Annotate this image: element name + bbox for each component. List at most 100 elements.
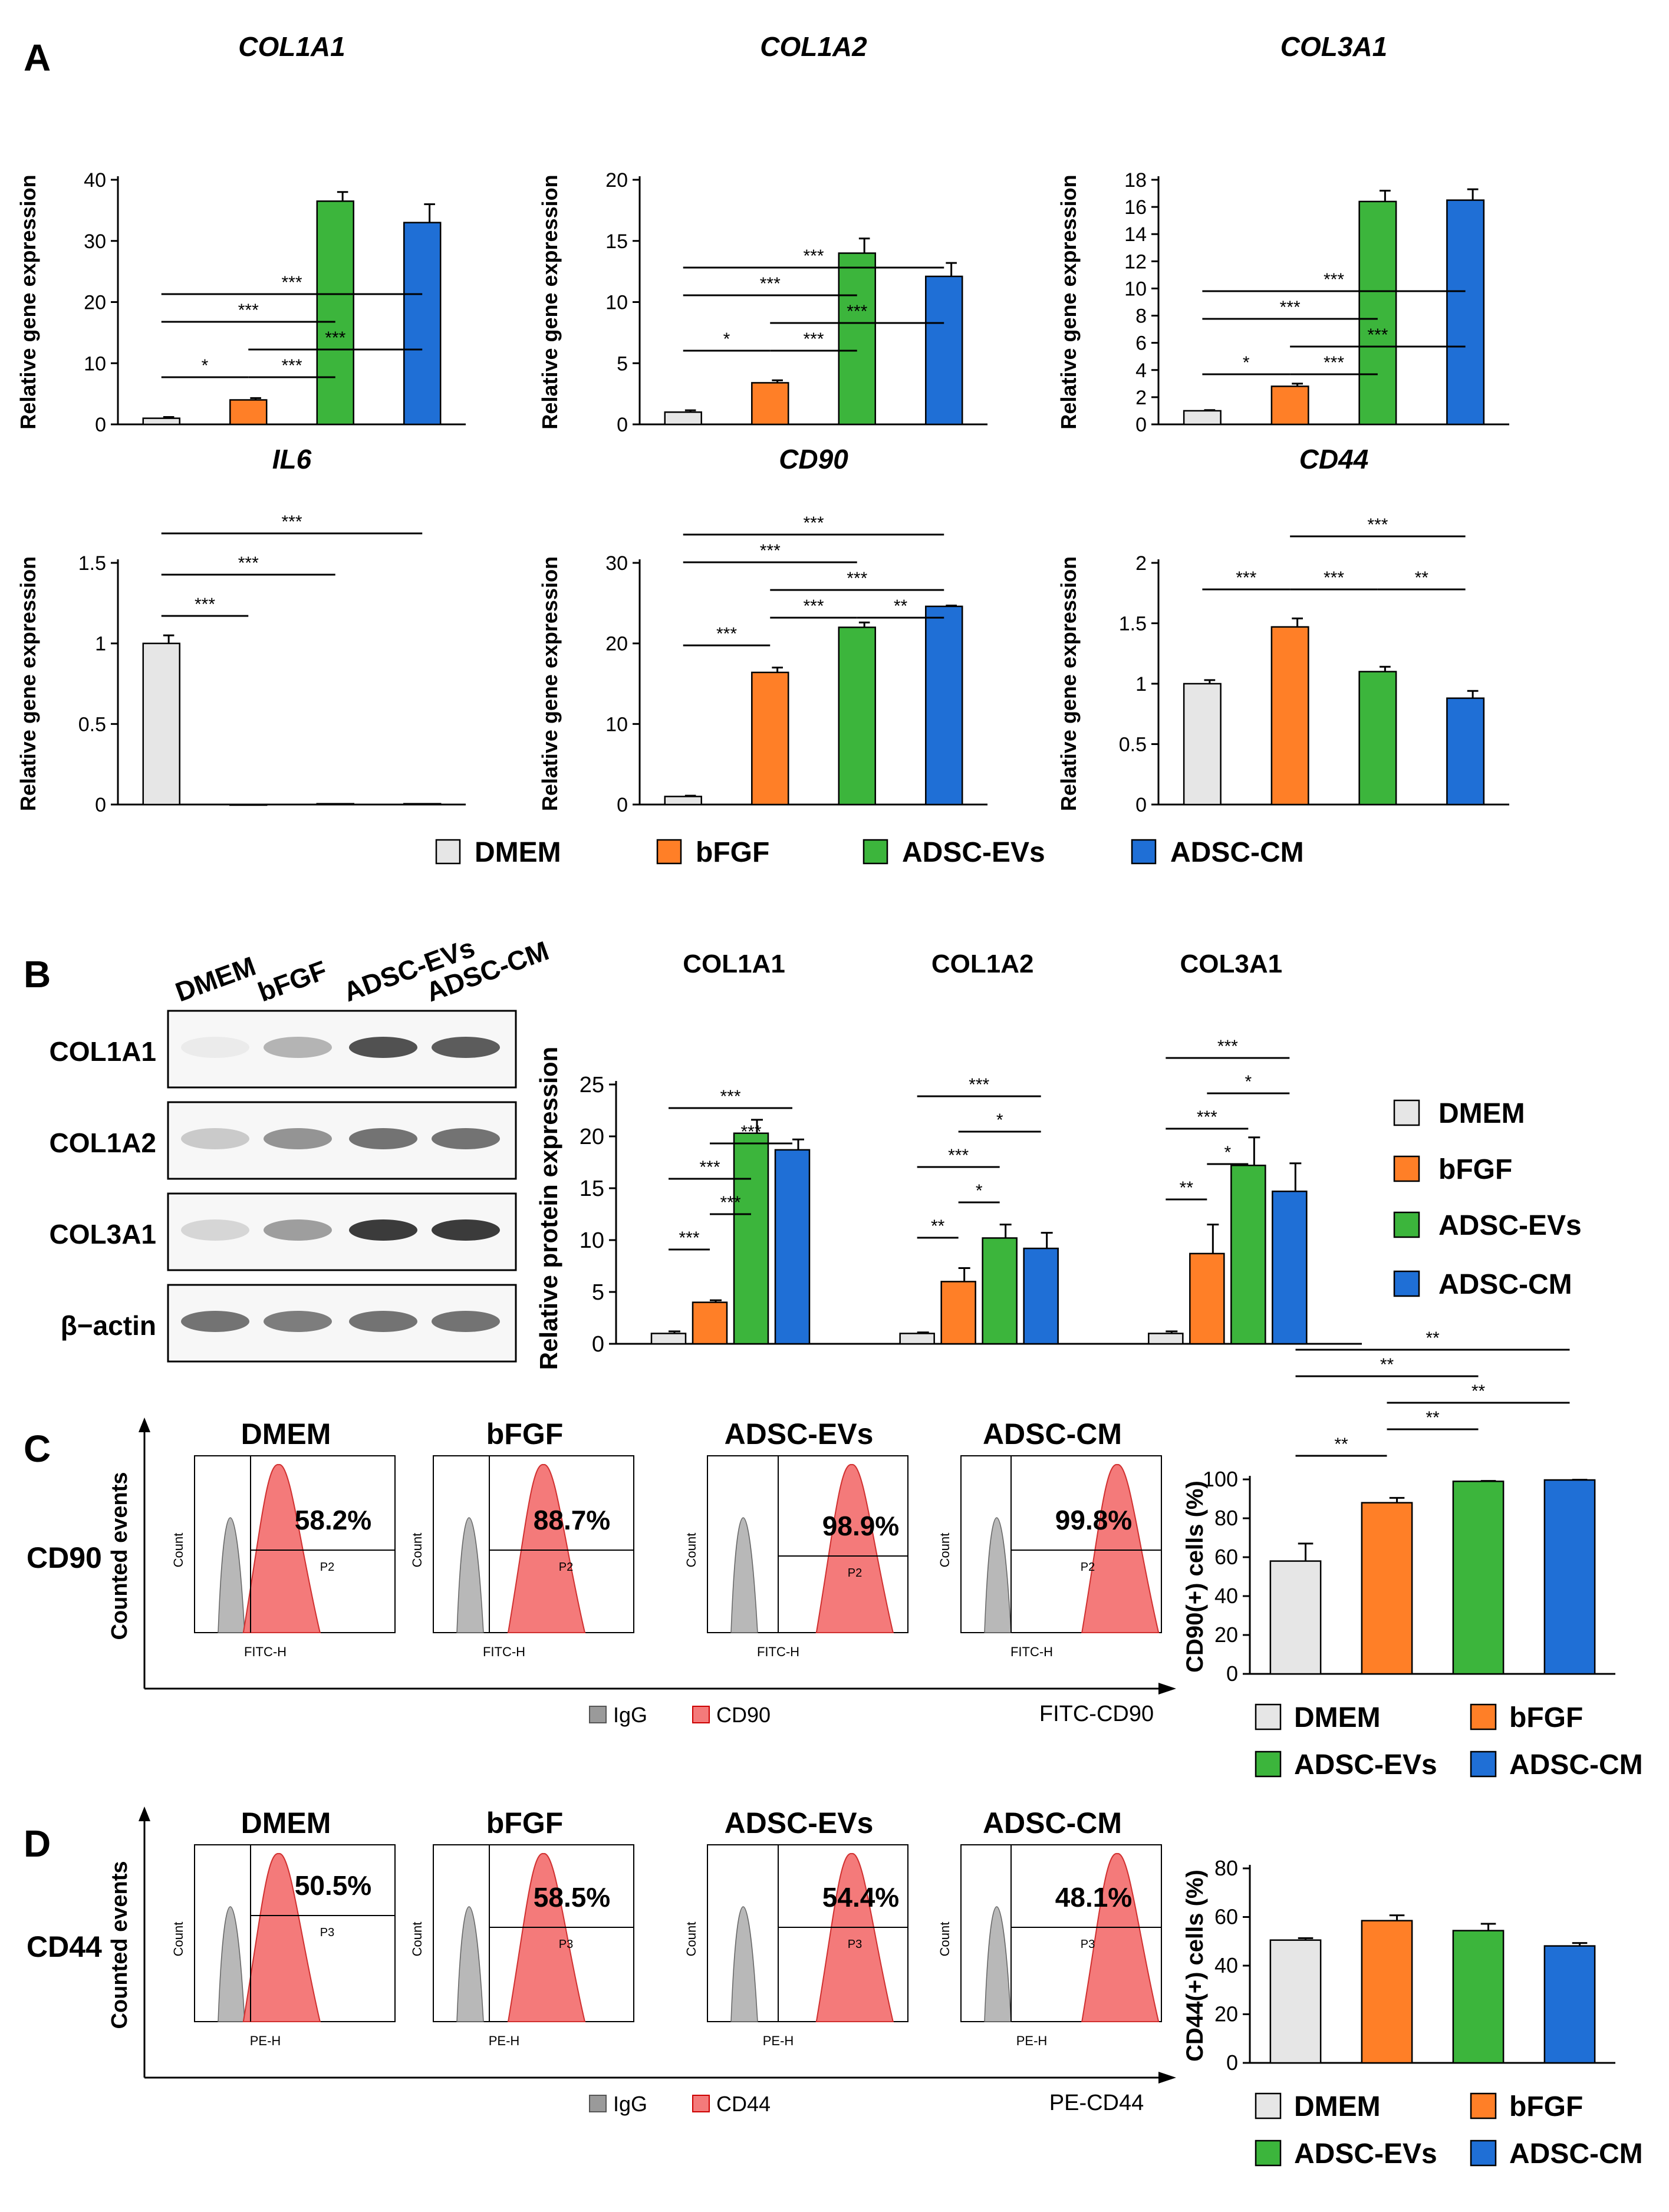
- significance-label: ***: [1280, 298, 1301, 317]
- legend-swatch-adsc-cm: [1131, 839, 1157, 865]
- sample-title-adsc-evs: ADSC-EVs: [725, 1417, 874, 1451]
- legend-swatch-cd90: [692, 1706, 710, 1723]
- legend-label-dmem: DMEM: [1294, 2091, 1381, 2122]
- significance-label: ***: [716, 624, 737, 644]
- bar-bfgf: [751, 671, 789, 806]
- histogram-x-label: PE-H: [250, 2033, 281, 2048]
- blot-row-label-col1a2: COL1A2: [50, 1128, 156, 1158]
- gate-label: P2: [559, 1561, 573, 1574]
- bar-col1a2-dmem: [899, 1333, 935, 1345]
- histogram-marker: [242, 1463, 321, 1633]
- y-tick-label: 18: [1124, 169, 1147, 192]
- bar-dmem: [664, 796, 702, 806]
- bar-col3a1-dmem: [1148, 1333, 1184, 1345]
- legend-label-adsc-cm: ADSC-CM: [1509, 2138, 1643, 2170]
- significance-label: ***: [1217, 1037, 1238, 1056]
- y-tick-label: 25: [580, 1073, 604, 1097]
- histogram-y-label: Count: [937, 1533, 952, 1568]
- sample-title-adsc-cm: ADSC-CM: [983, 1806, 1122, 1840]
- histogram-marker: [507, 1852, 586, 2022]
- y-tick-label: 0.5: [1119, 734, 1147, 756]
- bar-dmem: [142, 417, 180, 426]
- blot-band: [181, 1219, 249, 1241]
- chart-title: COL1A2: [760, 31, 867, 62]
- legend-swatch-dmem: [435, 839, 461, 865]
- chart-col3a1: COL3A1 0 2 4 6 8 10 12 14 16 18 Relative gene expre…: [1056, 31, 1509, 436]
- category-label-col1a2: COL1A2: [931, 950, 1034, 978]
- panel-a-legend: DMEM bFGF ADSC-EVs ADSC-CM: [435, 837, 1304, 868]
- significance-label: ***: [281, 512, 302, 532]
- percent-label-adsc-evs: 98.9%: [822, 1511, 899, 1541]
- legend-label-igg: IgG: [613, 1703, 647, 1727]
- sample-title-dmem: DMEM: [241, 1417, 331, 1451]
- y-tick-label: 12: [1124, 250, 1147, 273]
- significance-label: ***: [803, 329, 824, 349]
- histogram-x-label: FITC-H: [483, 1644, 525, 1659]
- gate-label: P3: [848, 1938, 862, 1951]
- sample-title-adsc-evs: ADSC-EVs: [725, 1806, 874, 1840]
- legend-swatch-dmem: [1255, 2092, 1282, 2119]
- legend-swatch-bfgf: [1393, 1155, 1420, 1182]
- panel-letter-b: B: [24, 953, 51, 995]
- chart-col1a1: COL1A1 0 10 20 30 40 Relative gene expression *…: [16, 31, 466, 436]
- significance-label: *: [1243, 353, 1250, 372]
- y-axis-label: Relative gene expression: [16, 174, 40, 429]
- marker-label: CD90: [27, 1541, 102, 1574]
- legend-label-cd44: CD44: [716, 2092, 771, 2116]
- legend-label-cd90: CD90: [716, 1703, 771, 1727]
- panel-letter-c: C: [24, 1428, 51, 1470]
- y-tick-label: 10: [580, 1228, 604, 1253]
- bar-col1a2-adsc-cm: [1023, 1247, 1059, 1345]
- y-axis-label: Relative protein expression: [535, 1047, 562, 1370]
- gate-label: P3: [320, 1926, 334, 1939]
- blot-row-label-col3a1: COL3A1: [50, 1219, 156, 1250]
- significance-label: ***: [720, 1087, 740, 1106]
- bar-col1a1-adsc-evs: [733, 1132, 769, 1345]
- significance-label: *: [723, 329, 730, 349]
- significance-label: ***: [760, 274, 781, 294]
- significance-label: ***: [803, 513, 824, 533]
- significance-label: *: [202, 356, 209, 375]
- category-label-col1a1: COL1A1: [683, 950, 785, 978]
- histogram-igg: [984, 1517, 1012, 1633]
- y-tick-label: 0: [1226, 1662, 1238, 1686]
- histogram-y-label: Count: [410, 1533, 424, 1568]
- blot-band: [432, 1219, 500, 1241]
- gate-label: P2: [320, 1561, 334, 1574]
- marker-label: CD44: [27, 1930, 102, 1963]
- outer-y-arrow: [139, 1417, 150, 1432]
- significance-label: ***: [1324, 270, 1344, 289]
- percent-label-adsc-cm: 99.8%: [1055, 1505, 1132, 1535]
- sample-title-bfgf: bFGF: [486, 1417, 564, 1451]
- y-tick-label: 5: [592, 1280, 604, 1305]
- significance-label: **: [931, 1217, 945, 1236]
- blot-band: [264, 1219, 332, 1241]
- bar-bfgf: [1270, 626, 1309, 806]
- bar-col1a2-bfgf: [940, 1281, 976, 1345]
- legend-swatch-dmem: [1255, 1703, 1282, 1730]
- blot-band: [264, 1037, 332, 1058]
- blot-band: [432, 1037, 500, 1058]
- legend-swatch-adsc-cm: [1393, 1270, 1420, 1297]
- legend-label-adsc-cm: ADSC-CM: [1509, 1749, 1643, 1781]
- gate-label: P3: [559, 1938, 573, 1951]
- histogram-y-label: Count: [171, 1922, 186, 1957]
- significance-label: **: [894, 596, 908, 616]
- blot-band: [349, 1128, 417, 1149]
- histogram-marker: [1081, 1463, 1160, 1633]
- significance-label: ***: [847, 569, 867, 588]
- histogram-y-label: Count: [171, 1533, 186, 1568]
- significance-label: **: [1426, 1408, 1440, 1428]
- blot-band: [349, 1219, 417, 1241]
- bar-col3a1-bfgf: [1189, 1252, 1225, 1345]
- y-tick-label: 0: [1135, 414, 1147, 436]
- y-tick-label: 20: [580, 1125, 604, 1149]
- legend-label-bfgf: bFGF: [1509, 1702, 1583, 1733]
- y-tick-label: 0: [95, 794, 106, 816]
- chart-il6: IL6 0 0.5 1 1.5 Relative gene expression *** **…: [16, 444, 466, 816]
- y-axis-label: Relative gene expression: [1056, 174, 1081, 429]
- y-tick-label: 80: [1214, 1506, 1238, 1530]
- outer-x-arrow: [1158, 1683, 1176, 1695]
